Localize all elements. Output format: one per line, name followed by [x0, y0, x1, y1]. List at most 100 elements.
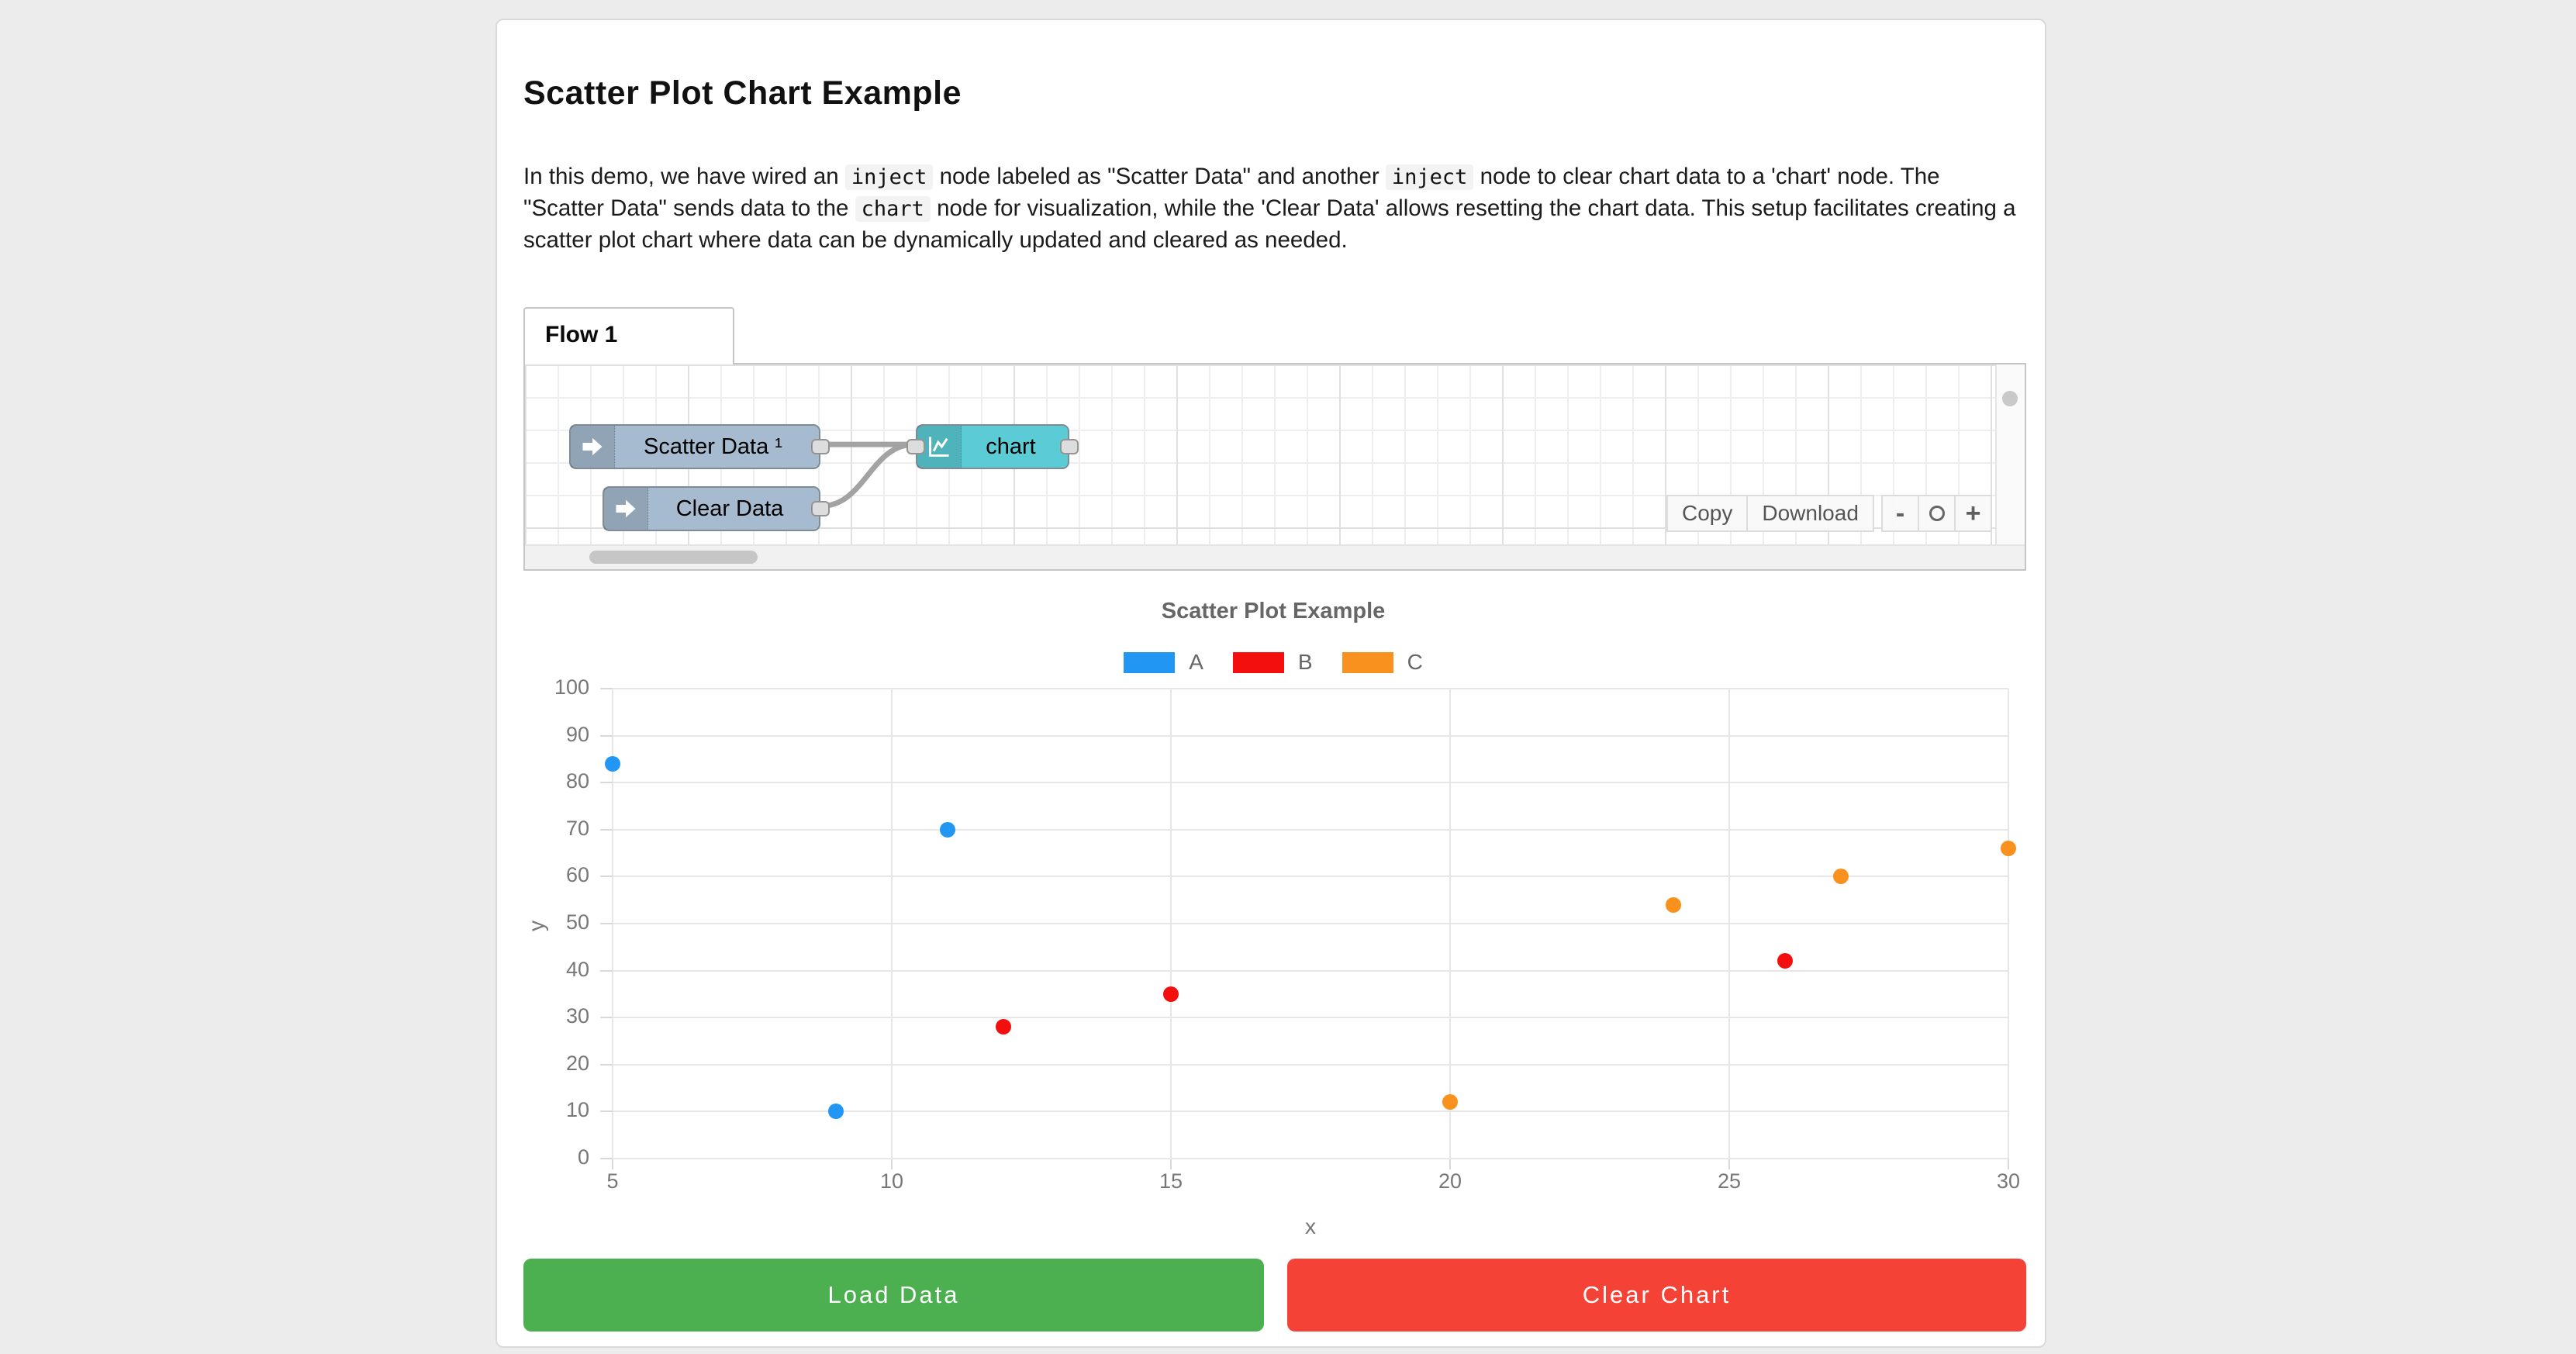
y-gridline [613, 1158, 2008, 1159]
legend-item-A[interactable]: A [1124, 650, 1203, 675]
y-gridline [613, 923, 2008, 924]
node-label: chart [986, 433, 1036, 459]
y-tick-label: 70 [565, 816, 589, 840]
wires-layer [819, 441, 917, 509]
inject-arrow-icon [571, 426, 615, 468]
x-tick-mark [612, 1159, 613, 1169]
description-text: node labeled as "Scatter Data" and anoth… [933, 164, 1386, 189]
y-tick-mark [600, 969, 613, 972]
y-gridline [613, 782, 2008, 784]
y-tick-label: 10 [565, 1098, 589, 1122]
y-tick-label: 100 [554, 675, 589, 699]
download-button[interactable]: Download [1746, 495, 1874, 532]
y-gridline [613, 1063, 2008, 1066]
y-tick-mark [600, 1110, 613, 1113]
y-tick-mark [600, 923, 613, 924]
output-port[interactable] [811, 439, 830, 454]
clear-chart-button[interactable]: Clear Chart [1287, 1259, 2026, 1332]
copy-button[interactable]: Copy [1666, 495, 1749, 532]
legend-item-C[interactable]: C [1342, 650, 1423, 675]
inline-code: inject [1385, 164, 1474, 190]
y-gridline [613, 828, 2008, 831]
x-tick-mark [1170, 1159, 1172, 1169]
horizontal-scrollbar-thumb[interactable] [589, 551, 758, 564]
y-gridline [613, 876, 2008, 878]
flow-tab-label: Flow 1 [545, 322, 618, 347]
output-port[interactable] [1060, 439, 1079, 454]
y-gridline [613, 1017, 2008, 1019]
y-tick-label: 40 [565, 957, 589, 981]
data-point-A[interactable] [940, 821, 955, 838]
y-gridline [613, 969, 2008, 972]
y-tick-label: 90 [565, 722, 589, 746]
data-point-C[interactable] [1833, 869, 1849, 885]
data-point-B[interactable] [1777, 953, 1793, 969]
node-scatter-data[interactable]: Scatter Data ¹ [569, 424, 830, 469]
y-tick-mark [600, 688, 613, 689]
vertical-scrollbar-thumb[interactable] [2002, 391, 2018, 406]
description-text: node for visualization, while the 'Clear… [523, 195, 2016, 253]
data-point-C[interactable] [2001, 841, 2016, 857]
input-port[interactable] [906, 439, 925, 454]
data-point-A[interactable] [828, 1104, 844, 1120]
node-label: Scatter Data ¹ [644, 433, 782, 459]
node-chart[interactable]: chart [906, 424, 1079, 469]
data-point-B[interactable] [996, 1019, 1011, 1035]
y-tick-label: 0 [577, 1145, 589, 1169]
y-tick-mark [600, 1158, 613, 1159]
y-axis-label: y [524, 921, 548, 931]
page-title: Scatter Plot Chart Example [523, 74, 962, 112]
legend-swatch [1232, 651, 1284, 673]
legend-swatch [1124, 651, 1176, 673]
description: In this demo, we have wired an inject no… [523, 161, 2023, 256]
data-point-B[interactable] [1163, 986, 1179, 1002]
y-tick-mark [600, 782, 613, 784]
zoom-in-button[interactable]: + [1954, 495, 1992, 532]
zoom-out-button[interactable]: - [1881, 495, 1919, 532]
y-gridline [613, 734, 2008, 737]
zoom-reset-button[interactable] [1918, 495, 1956, 532]
chart-legend: A B C [523, 645, 2023, 679]
flow-vertical-scrollbar[interactable] [1995, 364, 2025, 546]
node-clear-data[interactable]: Clear Data [603, 486, 830, 531]
flow-editor-panel: Scatter Data ¹ Clear Data chart [523, 363, 2026, 571]
load-data-button[interactable]: Load Data [523, 1259, 1264, 1332]
data-point-A[interactable] [605, 755, 620, 772]
inject-arrow-icon [604, 488, 648, 530]
data-point-C[interactable] [1666, 896, 1681, 913]
y-tick-mark [600, 828, 613, 831]
description-text: node to clear chart data to a 'chart' no… [523, 164, 1940, 221]
x-tick-label: 25 [1717, 1169, 1742, 1193]
legend-label: A [1189, 650, 1203, 674]
zoom-controls: - + [1881, 495, 1992, 532]
y-tick-label: 30 [565, 1004, 589, 1028]
y-tick-label: 50 [565, 910, 589, 934]
legend-label: C [1407, 650, 1423, 674]
y-tick-mark [600, 876, 613, 878]
x-tick-mark [891, 1159, 893, 1169]
content-card: Scatter Plot Chart Example In this demo,… [496, 19, 2046, 1348]
flow-toolbar: Copy Download [1666, 495, 1874, 532]
x-tick-mark [1449, 1159, 1451, 1169]
output-port[interactable] [811, 501, 830, 516]
y-tick-mark [600, 734, 613, 737]
chart-title: Scatter Plot Example [1161, 599, 1386, 623]
x-tick-mark [2008, 1159, 2009, 1169]
x-tick-mark [1728, 1159, 1730, 1169]
description-text: In this demo, we have wired an [523, 164, 845, 189]
y-tick-label: 60 [565, 863, 589, 887]
legend-label: B [1297, 650, 1313, 674]
x-tick-label: 10 [879, 1169, 904, 1193]
y-tick-label: 20 [565, 1051, 589, 1075]
legend-swatch [1342, 651, 1393, 673]
wire-clear-to-chart[interactable] [819, 441, 917, 509]
y-tick-mark [600, 1063, 613, 1066]
flow-tab[interactable]: Flow 1 [523, 307, 734, 364]
legend-item-B[interactable]: B [1232, 650, 1313, 675]
inline-code: inject [844, 164, 934, 190]
y-tick-mark [600, 1017, 613, 1019]
data-point-C[interactable] [1442, 1094, 1458, 1110]
flow-canvas[interactable]: Scatter Data ¹ Clear Data chart [525, 364, 1997, 546]
flow-horizontal-scrollbar[interactable] [525, 544, 2025, 569]
